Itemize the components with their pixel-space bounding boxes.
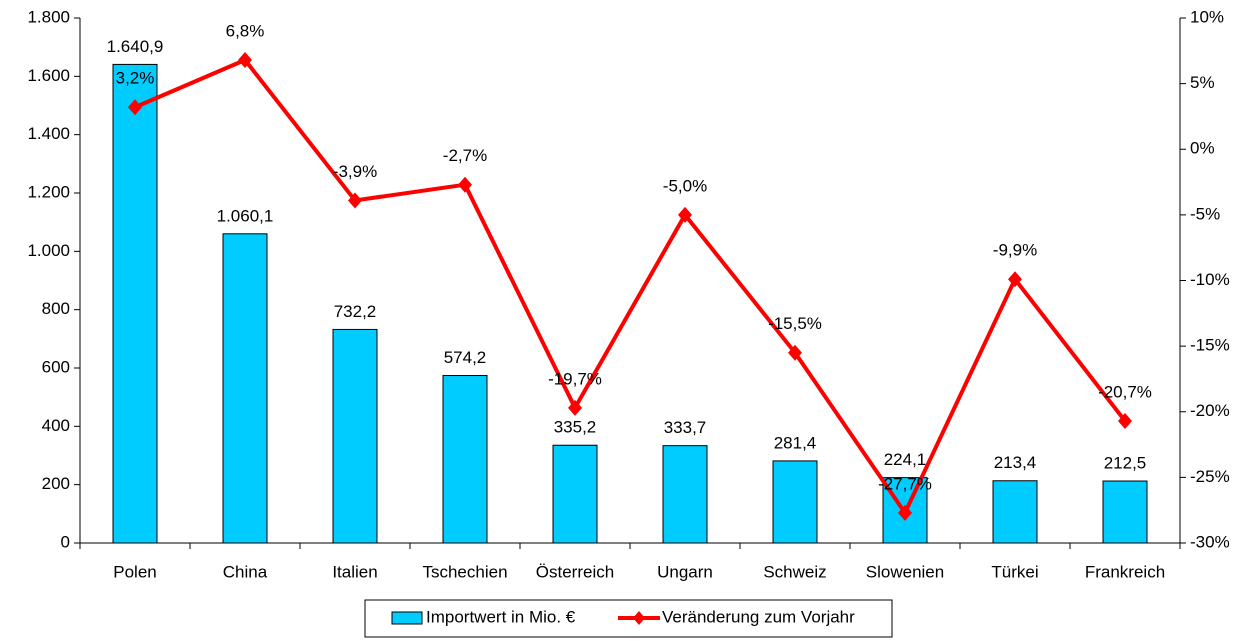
line (134, 58, 1127, 515)
y2-tick-label: -20% (1190, 401, 1230, 420)
x-tick-label: Ungarn (657, 562, 713, 581)
bar-value-label: 574,2 (444, 348, 487, 367)
x-tick-label: Tschechien (422, 562, 507, 581)
bar (222, 233, 268, 544)
y-tick-label: 600 (42, 357, 70, 376)
bar (992, 480, 1038, 544)
line-marker (1008, 271, 1022, 288)
line-value-label: -27,7% (878, 474, 932, 493)
line-marker (128, 99, 142, 116)
y2-tick-label: -5% (1190, 204, 1220, 223)
bar (662, 445, 708, 544)
line-value-label: -9,9% (993, 241, 1037, 260)
y-tick-label: 1.800 (27, 7, 70, 26)
line-value-label: -20,7% (1098, 382, 1152, 401)
x-tick-label: Schweiz (763, 562, 826, 581)
legend-label: Importwert in Mio. € (426, 607, 576, 626)
x-tick-label: Slowenien (866, 562, 944, 581)
y-tick-label: 400 (42, 416, 70, 435)
line-marker (238, 52, 252, 68)
y2-tick-label: 10% (1190, 7, 1224, 26)
x-tick-label: Italien (332, 562, 377, 581)
line-value-label: -3,9% (333, 162, 377, 181)
y-tick-label: 0 (61, 532, 70, 551)
legend-swatch (391, 611, 423, 625)
legend-label: Veränderung zum Vorjahr (662, 607, 855, 626)
y-tick-label: 1.000 (27, 241, 70, 260)
bar-value-label: 1.640,9 (107, 37, 164, 56)
bar (1102, 480, 1148, 544)
bar (332, 328, 378, 544)
line-marker (898, 504, 912, 521)
y2-tick-label: 5% (1190, 73, 1215, 92)
bar-value-label: 224,1 (884, 450, 927, 469)
line-value-label: 3,2% (116, 69, 155, 88)
x-tick-label: Polen (113, 562, 156, 581)
y-tick-label: 1.200 (27, 182, 70, 201)
bar-value-label: 1.060,1 (217, 206, 274, 225)
bar-value-label: 213,4 (994, 453, 1037, 472)
y-tick-label: 1.600 (27, 66, 70, 85)
bar-value-label: 335,2 (554, 418, 597, 437)
bar-value-label: 333,7 (664, 418, 707, 437)
y-tick-label: 1.400 (27, 124, 70, 143)
line-marker (348, 192, 362, 209)
line-marker (458, 176, 472, 193)
line-value-label: -2,7% (443, 146, 487, 165)
y2-tick-label: -25% (1190, 467, 1230, 486)
line-marker (678, 206, 692, 223)
bar (112, 63, 158, 544)
y2-tick-label: 0% (1190, 139, 1215, 158)
y-tick-label: 200 (42, 474, 70, 493)
legend-marker (633, 611, 645, 625)
line-marker (788, 344, 802, 361)
bar (772, 460, 818, 544)
bar (552, 444, 598, 544)
x-tick-label: China (223, 562, 268, 581)
x-tick-label: Türkei (991, 562, 1038, 581)
line-marker (1118, 412, 1132, 429)
line-value-label: -15,5% (768, 314, 822, 333)
bar-value-label: 732,2 (334, 302, 377, 321)
bar (442, 375, 488, 544)
x-tick-label: Österreich (536, 562, 614, 581)
x-tick-label: Frankreich (1085, 562, 1165, 581)
y2-tick-label: -30% (1190, 532, 1230, 551)
y2-tick-label: -10% (1190, 270, 1230, 289)
line-value-label: 6,8% (226, 21, 265, 40)
line-marker (568, 399, 582, 416)
bar-value-label: 212,5 (1104, 454, 1147, 473)
bar-value-label: 281,4 (774, 433, 817, 452)
line-value-label: -5,0% (663, 176, 707, 195)
y2-tick-label: -15% (1190, 336, 1230, 355)
y-tick-label: 800 (42, 299, 70, 318)
line-value-label: -19,7% (548, 369, 602, 388)
